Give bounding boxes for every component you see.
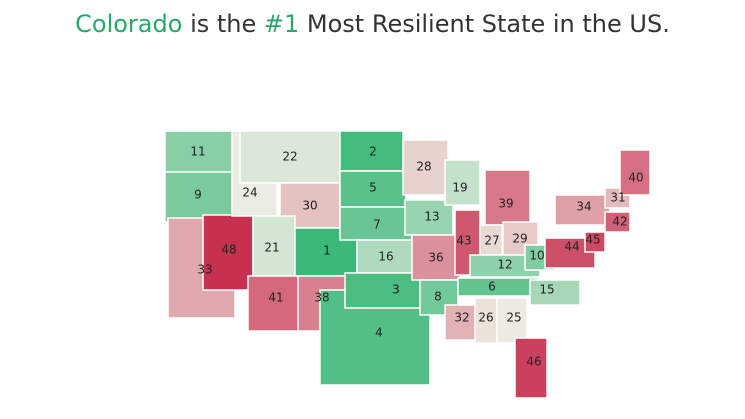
state-rank-label: 15 <box>539 283 554 297</box>
state <box>484 169 531 226</box>
state-rank-label: 26 <box>478 311 493 325</box>
state-rank-label: 38 <box>314 291 329 305</box>
state-rank-label: 43 <box>456 234 471 248</box>
state-rank-label: 19 <box>452 181 467 195</box>
state-rank-label: 30 <box>302 199 317 213</box>
state <box>496 297 528 344</box>
state-rank-label: 40 <box>628 171 643 185</box>
state <box>529 279 581 306</box>
state <box>164 130 234 174</box>
state-rank-label: 5 <box>369 181 377 195</box>
state-rank-label: 48 <box>221 243 236 257</box>
state-rank-label: 41 <box>268 291 283 305</box>
state-rank-label: 22 <box>282 150 297 164</box>
state-rank-label: 8 <box>434 290 442 304</box>
state-rank-label: 9 <box>194 188 202 202</box>
state-rank-label: 16 <box>378 250 393 264</box>
state-rank-label: 32 <box>454 311 469 325</box>
state-rank-label: 25 <box>506 311 521 325</box>
state-rank-label: 44 <box>564 240 579 254</box>
state-rank-label: 11 <box>190 145 205 159</box>
title-part: Most Resilient State in the US. <box>299 10 670 38</box>
state <box>514 337 548 399</box>
state-rank-label: 4 <box>375 326 383 340</box>
state-rank-label: 45 <box>585 233 600 247</box>
state-rank-label: 28 <box>416 160 431 174</box>
state-rank-label: 31 <box>610 191 625 205</box>
state-rank-label: 2 <box>369 145 377 159</box>
state <box>339 206 413 241</box>
state-rank-label: 34 <box>576 200 591 214</box>
state <box>202 214 254 291</box>
state <box>164 171 236 223</box>
state-rank-label: 36 <box>428 251 443 265</box>
title: Colorado is the #1 Most Resilient State … <box>0 10 745 38</box>
state <box>604 211 631 233</box>
state-rank-label: 42 <box>612 215 627 229</box>
state <box>404 199 454 236</box>
state <box>239 130 341 184</box>
state <box>457 277 539 297</box>
state-rank-label: 12 <box>497 258 512 272</box>
state <box>247 275 304 332</box>
state-rank-label: 33 <box>197 263 212 277</box>
title-part: is the <box>182 10 264 38</box>
state <box>554 194 611 226</box>
state <box>444 159 481 206</box>
state-rank-label: 1 <box>323 244 331 258</box>
state <box>402 139 449 196</box>
title-part: Colorado <box>75 10 183 38</box>
state-rank-label: 10 <box>529 249 544 263</box>
state <box>584 231 606 253</box>
state-rank-label: 24 <box>242 186 257 200</box>
state <box>444 304 481 341</box>
state-rank-label: 46 <box>526 355 541 369</box>
state-rank-label: 21 <box>264 241 279 255</box>
state-rank-label: 13 <box>424 210 439 224</box>
state-rank-label: 27 <box>484 234 499 248</box>
state-rank-label: 39 <box>498 197 513 211</box>
state-rank-label: 7 <box>373 218 381 232</box>
state <box>344 272 421 309</box>
state <box>619 149 651 196</box>
state-rank-label: 29 <box>512 232 527 246</box>
title-part: #1 <box>263 10 300 38</box>
state-rank-label: 6 <box>488 280 496 294</box>
state-rank-label: 3 <box>392 283 400 297</box>
